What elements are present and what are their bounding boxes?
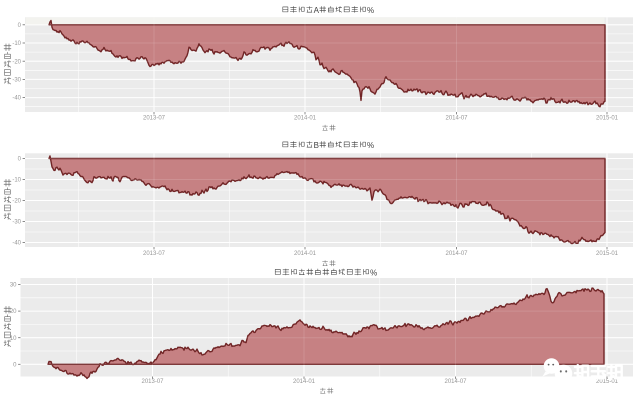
svg-text:2015-01: 2015-01 xyxy=(596,379,619,385)
svg-text:0: 0 xyxy=(18,23,22,29)
svg-text:-10: -10 xyxy=(12,178,21,184)
svg-text:%: % xyxy=(370,269,377,278)
svg-text:%: % xyxy=(367,141,374,150)
svg-text:-40: -40 xyxy=(12,241,21,247)
svg-text:-20: -20 xyxy=(12,199,21,205)
svg-text:2014-01: 2014-01 xyxy=(294,116,317,122)
svg-text:0: 0 xyxy=(13,362,17,368)
svg-text:2013-07: 2013-07 xyxy=(143,116,166,122)
svg-text:2014-07: 2014-07 xyxy=(445,251,468,257)
svg-text:%: % xyxy=(367,6,374,15)
svg-text:-30: -30 xyxy=(12,78,21,84)
svg-text:A: A xyxy=(314,6,320,15)
svg-text:2014-07: 2014-07 xyxy=(445,116,468,122)
svg-text:0: 0 xyxy=(18,157,22,163)
svg-text:30: 30 xyxy=(10,283,17,289)
svg-text:2014-01: 2014-01 xyxy=(293,379,316,385)
svg-text:2015-01: 2015-01 xyxy=(596,251,619,257)
svg-text:-10: -10 xyxy=(12,41,21,47)
svg-text:B: B xyxy=(314,141,319,150)
svg-text:10: 10 xyxy=(10,336,17,342)
svg-text:-40: -40 xyxy=(12,96,21,102)
svg-text:-30: -30 xyxy=(12,220,21,226)
svg-text:2013-07: 2013-07 xyxy=(143,251,166,257)
svg-text:-20: -20 xyxy=(12,59,21,65)
svg-text:2013-07: 2013-07 xyxy=(141,379,164,385)
svg-text:2015-01: 2015-01 xyxy=(596,116,619,122)
svg-text:2014-01: 2014-01 xyxy=(294,251,317,257)
svg-text:20: 20 xyxy=(10,309,17,315)
svg-text:2014-07: 2014-07 xyxy=(444,379,467,385)
